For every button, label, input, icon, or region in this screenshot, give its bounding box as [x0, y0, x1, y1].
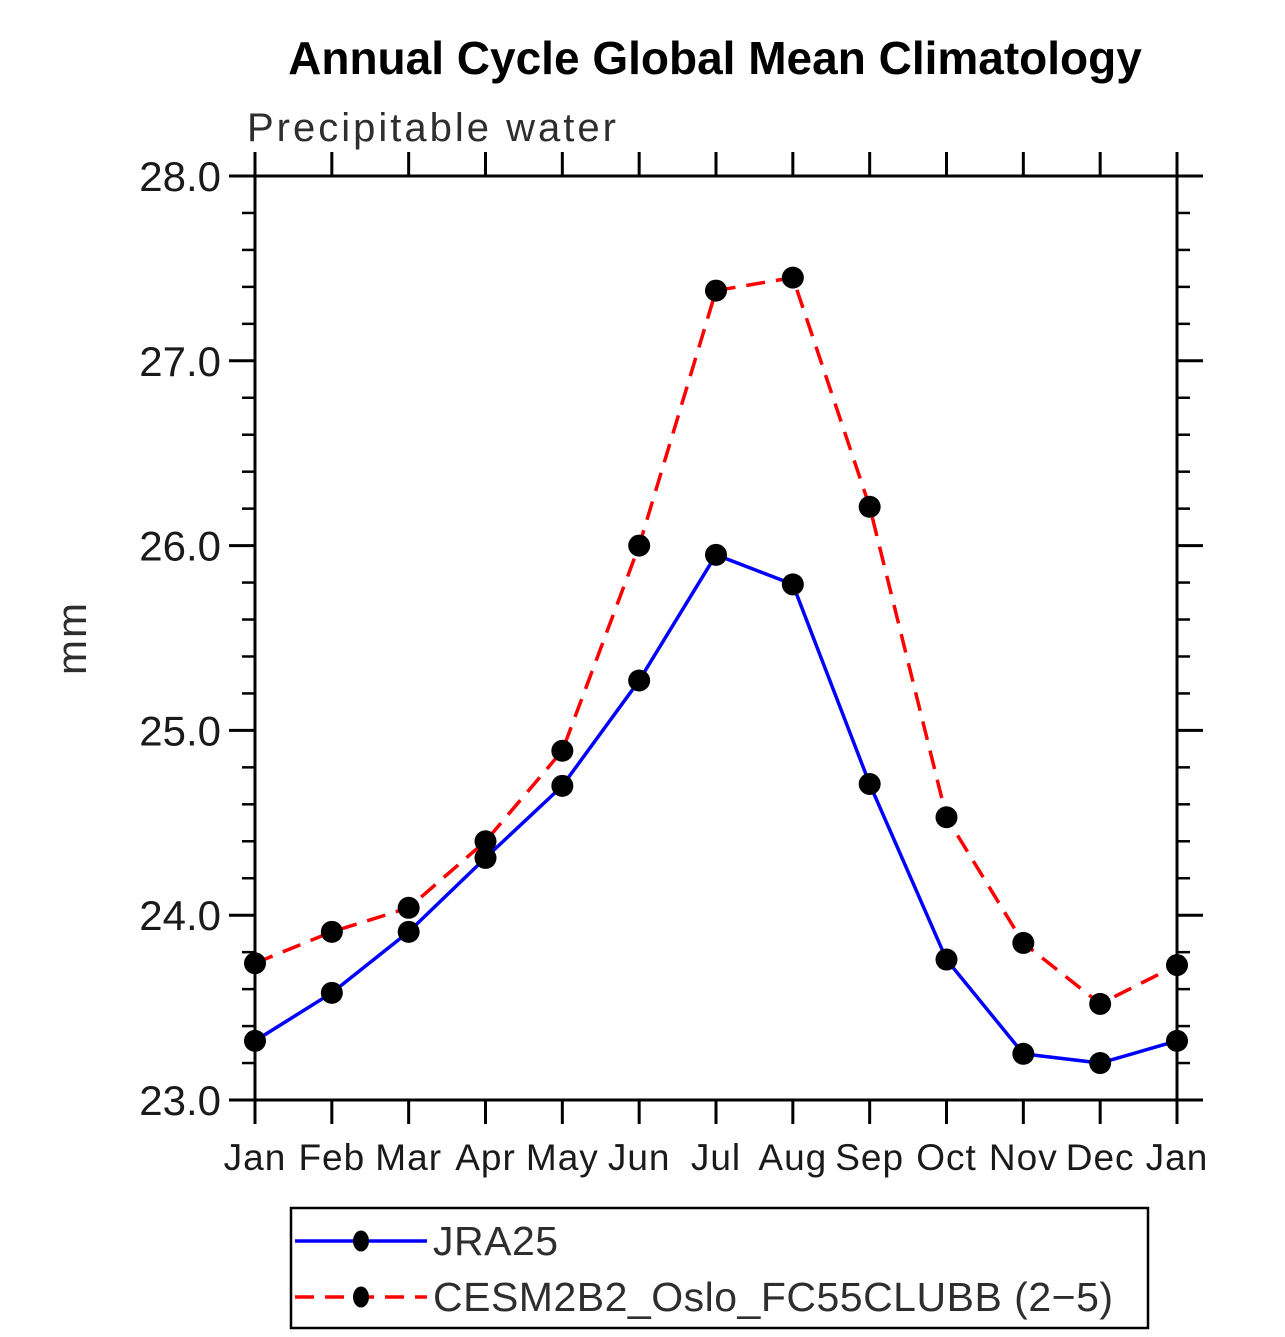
data-point [1166, 954, 1188, 977]
data-point [858, 772, 881, 795]
x-tick-label: Jan [1146, 1137, 1209, 1178]
legend-marker-dot [353, 1286, 369, 1308]
data-point [935, 948, 958, 971]
legend-label-cesm: CESM2B2_Oslo_FC55CLUBB (2−5) [433, 1274, 1114, 1320]
x-tick-label: May [526, 1137, 599, 1178]
x-tick-label: Sep [835, 1137, 904, 1178]
data-point [1166, 1029, 1188, 1052]
series-jra25 [244, 543, 1188, 1075]
legend: JRA25 CESM2B2_Oslo_FC55CLUBB (2−5) [289, 1206, 1150, 1330]
data-point [474, 830, 497, 853]
x-axis-ticks-bottom [253, 1100, 1179, 1124]
legend-entry-jra25: JRA25 [295, 1218, 559, 1264]
chart-title: Annual Cycle Global Mean Climatology [288, 32, 1142, 84]
data-point [1089, 1052, 1112, 1075]
data-point [781, 266, 804, 289]
x-tick-label: Feb [298, 1137, 365, 1178]
data-point [244, 952, 266, 975]
data-point [320, 981, 343, 1004]
x-tick-label: Dec [1066, 1137, 1135, 1178]
legend-label-jra25: JRA25 [433, 1218, 559, 1264]
x-tick-label: Jul [691, 1137, 741, 1178]
data-point [320, 920, 343, 943]
chart-subtitle: Precipitable water [247, 106, 619, 150]
x-tick-label: Oct [916, 1137, 977, 1178]
y-axis-tick-labels: 23.0 24.0 25.0 26.0 27.0 28.0 [139, 153, 221, 1124]
series-cesm2b2-oslo-fc55clubb-2-5- [244, 266, 1188, 1015]
x-axis-tick-labels: Jan Feb Mar Apr May Jun Jul Aug Sep Oct Nov Dec Jan [224, 1137, 1209, 1178]
x-tick-label: Mar [375, 1137, 442, 1178]
y-axis-ticks-right [1177, 174, 1203, 1102]
data-point [705, 279, 727, 302]
y-tick-label: 26.0 [139, 523, 221, 570]
data-point [1089, 992, 1112, 1015]
y-axis-ticks-left [229, 174, 255, 1102]
data-point [628, 669, 651, 692]
x-tick-label: Jun [608, 1137, 671, 1178]
data-point [628, 534, 651, 557]
y-tick-label: 28.0 [139, 153, 221, 200]
y-tick-label: 23.0 [139, 1077, 221, 1124]
x-axis-ticks-top [253, 152, 1179, 176]
y-tick-label: 27.0 [139, 338, 221, 385]
data-point [474, 846, 497, 869]
y-tick-label: 24.0 [139, 892, 221, 939]
data-point [397, 896, 420, 919]
data-point [858, 495, 881, 518]
x-tick-label: Nov [989, 1137, 1058, 1178]
data-point [1012, 1042, 1035, 1065]
data-point [781, 573, 804, 596]
series-group [244, 266, 1188, 1075]
legend-entry-cesm: CESM2B2_Oslo_FC55CLUBB (2−5) [295, 1274, 1114, 1320]
y-axis-label: mm [48, 601, 95, 675]
x-tick-label: Apr [455, 1137, 516, 1178]
data-point [397, 920, 420, 943]
legend-box [289, 1206, 1150, 1330]
data-point [1012, 931, 1035, 954]
data-point [551, 739, 574, 762]
x-tick-label: Aug [758, 1137, 827, 1178]
data-point [244, 1029, 266, 1052]
data-point [935, 806, 958, 829]
x-tick-label: Jan [224, 1137, 287, 1178]
data-point [551, 774, 574, 797]
data-point [705, 543, 727, 566]
y-tick-label: 25.0 [139, 707, 221, 754]
legend-marker-dot [353, 1230, 369, 1252]
